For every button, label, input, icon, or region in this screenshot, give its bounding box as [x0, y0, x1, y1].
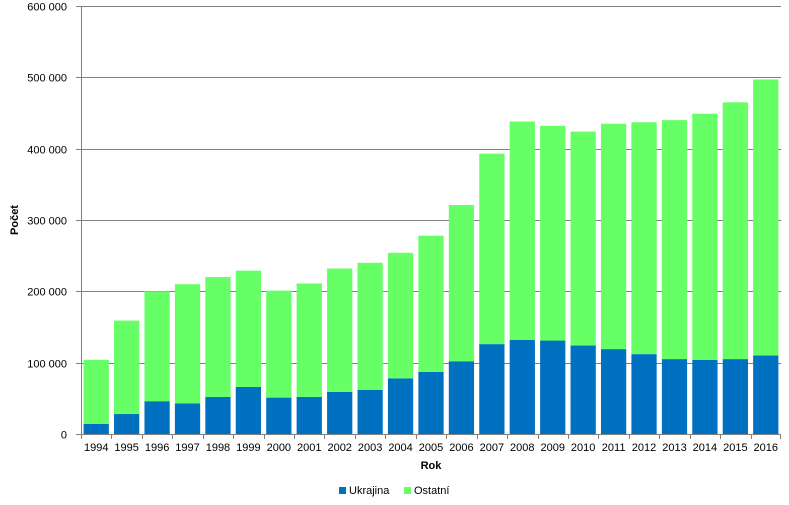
bar-ukrajina-2004 — [387, 378, 414, 434]
bar-ostatni-2006 — [448, 205, 475, 362]
legend-swatch-ostatni — [404, 487, 411, 494]
bar-ostatni-2014 — [692, 113, 718, 360]
x-tick-label: 2002 — [327, 442, 351, 454]
bar-ukrajina-2013 — [661, 359, 688, 434]
bar-ukrajina-2011 — [600, 349, 627, 434]
bar-ukrajina-2000 — [266, 397, 292, 434]
x-tick-label: 1997 — [175, 442, 199, 454]
bar-ostatni-2001 — [296, 283, 322, 397]
x-tick-label: 2014 — [693, 442, 717, 454]
bar-ukrajina-1996 — [144, 401, 170, 434]
y-tick-label: 500 000 — [27, 73, 67, 85]
x-axis-title: Rok — [421, 460, 443, 472]
axes — [76, 6, 781, 439]
bar-ukrajina-1999 — [235, 386, 262, 434]
bar-ostatni-2013 — [661, 120, 688, 360]
legend-label-ostatni: Ostatní — [414, 485, 449, 497]
bar-ukrajina-1998 — [205, 396, 231, 434]
x-tick-labels: 1994 1995 1996 1997 1998 1999 2000 2001 2002 2003… — [84, 442, 778, 454]
x-tick-label: 1996 — [145, 442, 169, 454]
y-tick-label: 100 000 — [27, 359, 67, 371]
bar-ukrajina-2009 — [540, 340, 566, 434]
x-tick-label: 1994 — [84, 442, 108, 454]
legend-swatch-ukrajina — [339, 487, 346, 494]
bar-ukrajina-1995 — [114, 414, 140, 434]
bar-ostatni-2007 — [479, 153, 505, 345]
bar-ukrajina-2002 — [327, 391, 353, 434]
bars — [83, 79, 779, 434]
bar-ukrajina-2006 — [448, 361, 475, 434]
x-tick-label: 1999 — [236, 442, 260, 454]
x-tick-label: 2007 — [480, 442, 504, 454]
bar-ukrajina-2016 — [753, 355, 779, 434]
y-tick-label: 400 000 — [27, 145, 67, 157]
bar-ostatni-2004 — [387, 252, 414, 379]
y-tick-label: 0 — [61, 430, 67, 442]
bar-ukrajina-2012 — [631, 354, 657, 434]
x-tick-label: 2004 — [388, 442, 412, 454]
x-tick-label: 2011 — [602, 442, 626, 454]
bar-ukrajina-2001 — [296, 396, 322, 434]
x-tick-label: 2013 — [662, 442, 686, 454]
bar-ostatni-1994 — [83, 359, 109, 425]
bar-ostatni-2009 — [540, 125, 566, 341]
bar-ostatni-2016 — [753, 79, 779, 356]
bar-ostatni-2010 — [570, 131, 596, 346]
x-tick-label: 2001 — [297, 442, 321, 454]
bar-ostatni-2005 — [418, 235, 444, 372]
bar-ostatni-1998 — [205, 277, 231, 397]
legend-label-ukrajina: Ukrajina — [349, 485, 390, 497]
y-axis-title: Počet — [9, 205, 21, 235]
bar-ostatni-2003 — [357, 262, 383, 390]
bar-ostatni-2000 — [266, 290, 292, 398]
x-tick-label: 2015 — [723, 442, 747, 454]
bar-ostatni-2015 — [722, 102, 748, 360]
bar-ukrajina-1997 — [174, 403, 201, 434]
x-tick-label: 2003 — [358, 442, 382, 454]
x-tick-label: 2000 — [267, 442, 291, 454]
bar-ostatni-2011 — [600, 123, 627, 350]
bar-ostatni-1997 — [174, 284, 201, 404]
bar-ostatni-2002 — [327, 268, 353, 392]
bar-ukrajina-2010 — [570, 345, 596, 434]
bar-ostatni-1995 — [114, 320, 140, 415]
bar-ostatni-2008 — [509, 121, 535, 340]
x-tick-label: 2016 — [754, 442, 778, 454]
y-tick-label: 600 000 — [27, 2, 67, 14]
x-tick-label: 2012 — [632, 442, 656, 454]
x-tick-label: 2006 — [449, 442, 473, 454]
bar-ostatni-2012 — [631, 122, 657, 355]
bar-ukrajina-2014 — [692, 359, 718, 434]
bar-ukrajina-2007 — [479, 344, 505, 434]
bar-ostatni-1996 — [144, 291, 170, 402]
x-tick-label: 2010 — [571, 442, 595, 454]
x-tick-label: 1995 — [114, 442, 138, 454]
y-tick-label: 300 000 — [27, 216, 67, 228]
legend: Ukrajina Ostatní — [339, 485, 449, 497]
x-tick-label: 2009 — [540, 442, 564, 454]
y-tick-labels: 0 100 000 200 000 300 000 400 000 500 000 600 … — [27, 2, 67, 442]
x-tick-label: 1998 — [206, 442, 230, 454]
bar-ukrajina-1994 — [83, 424, 109, 434]
bar-ostatni-1999 — [235, 270, 262, 387]
x-tick-label: 2008 — [510, 442, 534, 454]
bar-ukrajina-2008 — [509, 339, 535, 434]
bar-ukrajina-2015 — [722, 359, 748, 434]
bar-ukrajina-2003 — [357, 389, 383, 434]
y-tick-label: 200 000 — [27, 287, 67, 299]
x-tick-label: 2005 — [419, 442, 443, 454]
bar-ukrajina-2005 — [418, 371, 444, 434]
